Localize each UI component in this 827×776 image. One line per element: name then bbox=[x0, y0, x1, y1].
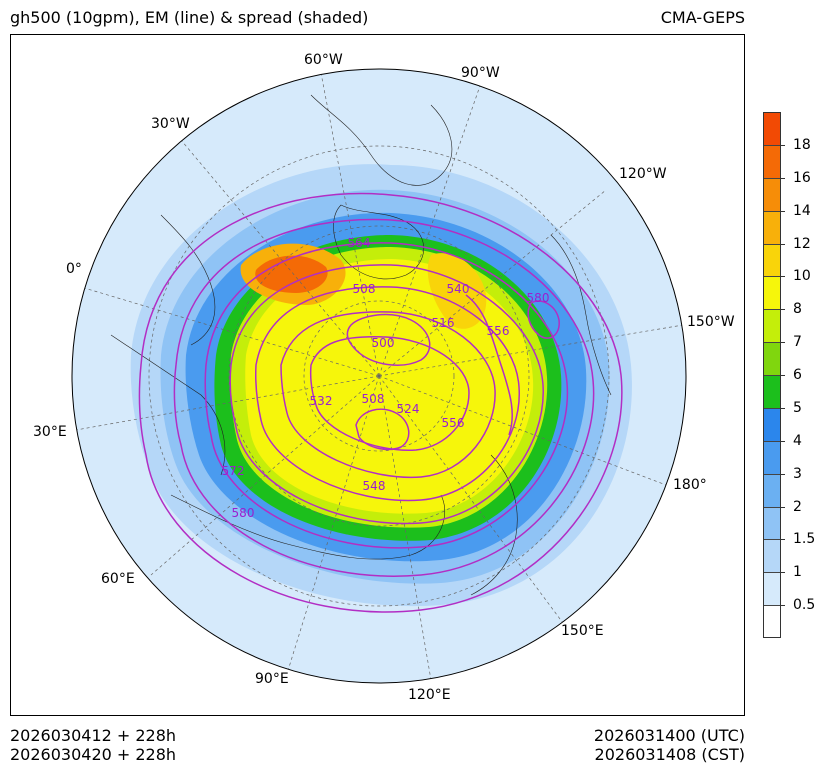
lon-label-30w: 30°W bbox=[151, 116, 190, 132]
colorbar-tick-mark bbox=[781, 210, 785, 212]
colorbar-tick-label: 12 bbox=[793, 235, 811, 252]
colorbar-tick-mark bbox=[781, 243, 785, 245]
colorbar-tick-label: 6 bbox=[793, 367, 802, 383]
colorbar-segment bbox=[763, 605, 781, 638]
lon-label-0: 0° bbox=[66, 261, 82, 277]
lon-label-30e: 30°E bbox=[33, 424, 67, 440]
colorbar-segment bbox=[763, 243, 781, 277]
colorbar-tick-label: 1.5 bbox=[793, 531, 816, 548]
colorbar-tick-label: 8 bbox=[793, 301, 802, 318]
colorbar-tick-label: 10 bbox=[793, 268, 811, 285]
colorbar-tick-label: 7 bbox=[793, 334, 802, 351]
contour-label: 524 bbox=[397, 402, 420, 416]
lon-label-90e: 90°E bbox=[255, 671, 289, 687]
colorbar-tick-mark bbox=[781, 572, 785, 574]
contour-label: 548 bbox=[363, 479, 386, 493]
colorbar-segment bbox=[763, 539, 781, 573]
colorbar-segment bbox=[763, 375, 781, 408]
chart-title: gh500 (10gpm), EM (line) & spread (shade… bbox=[10, 8, 369, 27]
colorbar-segment bbox=[763, 473, 781, 507]
colorbar-tick-mark bbox=[781, 407, 785, 409]
colorbar-tick-mark bbox=[781, 375, 785, 376]
colorbar-tick-label: 3 bbox=[793, 465, 802, 482]
colorbar-tick-mark bbox=[781, 473, 785, 475]
contour-label: 508 bbox=[353, 282, 376, 296]
lon-label-180: 180° bbox=[673, 477, 707, 493]
lon-label-120e: 120°E bbox=[408, 687, 451, 703]
spread-area-red bbox=[255, 255, 328, 293]
contour-label-group: 564 508 540 580 516 556 500 532 508 524 … bbox=[222, 236, 550, 520]
colorbar-tick-mark bbox=[781, 309, 785, 311]
colorbar-tick-label: 0.5 bbox=[793, 597, 816, 614]
contour-label: 500 bbox=[372, 336, 395, 350]
contour-label: 556 bbox=[487, 324, 510, 338]
colorbar-tick-mark bbox=[781, 605, 785, 607]
valid-time-utc: 2026031400 (UTC) bbox=[593, 726, 745, 745]
init-time-utc: 2026030412 + 228h bbox=[10, 726, 177, 745]
colorbar-tick-mark bbox=[781, 506, 785, 508]
init-time-block: 2026030412 + 228h 2026030420 + 228h bbox=[10, 726, 176, 764]
map-frame: 564 508 540 580 516 556 500 532 508 524 … bbox=[10, 34, 745, 716]
colorbar-segment bbox=[763, 309, 781, 343]
colorbar-tick-label: 16 bbox=[793, 169, 811, 186]
lon-label-90w: 90°W bbox=[461, 65, 500, 81]
longitude-labels: 60°W 90°W 30°W 120°W 0° 150°W 30°E 180° … bbox=[33, 52, 735, 703]
colorbar-segment bbox=[763, 276, 781, 310]
contour-label: 508 bbox=[362, 392, 385, 406]
coastlines bbox=[110, 94, 612, 596]
map-boundary bbox=[71, 68, 687, 684]
contour-label: 516 bbox=[432, 316, 455, 330]
colorbar-tick-mark bbox=[781, 539, 785, 541]
colorbar-segment bbox=[763, 177, 781, 211]
init-time-cst: 2026030420 + 228h bbox=[10, 745, 177, 764]
contour-label: 572 bbox=[222, 464, 245, 478]
spread-area-orange-2 bbox=[427, 253, 487, 329]
colorbar-tick-label: 1 bbox=[793, 564, 802, 581]
colorbar-tick-label: 14 bbox=[793, 202, 811, 219]
colorbar-segment bbox=[763, 440, 781, 474]
colorbar-segment bbox=[763, 506, 781, 540]
colorbar-tick-mark bbox=[781, 144, 785, 146]
colorbar-tick-mark bbox=[781, 276, 785, 278]
valid-time-cst: 2026031408 (CST) bbox=[594, 745, 745, 764]
lon-label-120w: 120°W bbox=[619, 166, 667, 182]
lon-label-150e: 150°E bbox=[561, 623, 604, 639]
colorbar-segment bbox=[763, 342, 781, 375]
contour-label: 580 bbox=[232, 506, 255, 520]
lon-label-150w: 150°W bbox=[687, 314, 735, 330]
contour-label: 556 bbox=[442, 416, 465, 430]
contours bbox=[138, 192, 623, 613]
contour-label: 580 bbox=[527, 291, 550, 305]
contour-label: 532 bbox=[310, 394, 333, 408]
colorbar-tick-label: 5 bbox=[793, 399, 802, 416]
colorbar-tick-mark bbox=[781, 342, 785, 344]
colorbar-segment bbox=[763, 112, 781, 145]
contour-label: 540 bbox=[447, 282, 470, 296]
colorbar-segment bbox=[763, 144, 781, 178]
lon-label-60e: 60°E bbox=[101, 571, 135, 587]
colorbar-segment bbox=[763, 407, 781, 441]
graticule bbox=[75, 72, 684, 681]
colorbar-tick-mark bbox=[781, 177, 785, 179]
colorbar-tick-label: 2 bbox=[793, 498, 802, 515]
colorbar-segment bbox=[763, 572, 781, 606]
colorbar-segment bbox=[763, 210, 781, 244]
colorbar bbox=[763, 112, 781, 638]
contour-label: 564 bbox=[348, 236, 371, 250]
polar-map: 564 508 540 580 516 556 500 532 508 524 … bbox=[33, 52, 735, 703]
colorbar-tick-label: 18 bbox=[793, 136, 811, 153]
valid-time-block: 2026031400 (UTC) 2026031408 (CST) bbox=[594, 726, 745, 764]
lon-label-60w: 60°W bbox=[304, 52, 343, 68]
colorbar-tick-label: 4 bbox=[793, 432, 802, 449]
colorbar-tick-mark bbox=[781, 440, 785, 442]
model-name: CMA-GEPS bbox=[660, 8, 745, 27]
